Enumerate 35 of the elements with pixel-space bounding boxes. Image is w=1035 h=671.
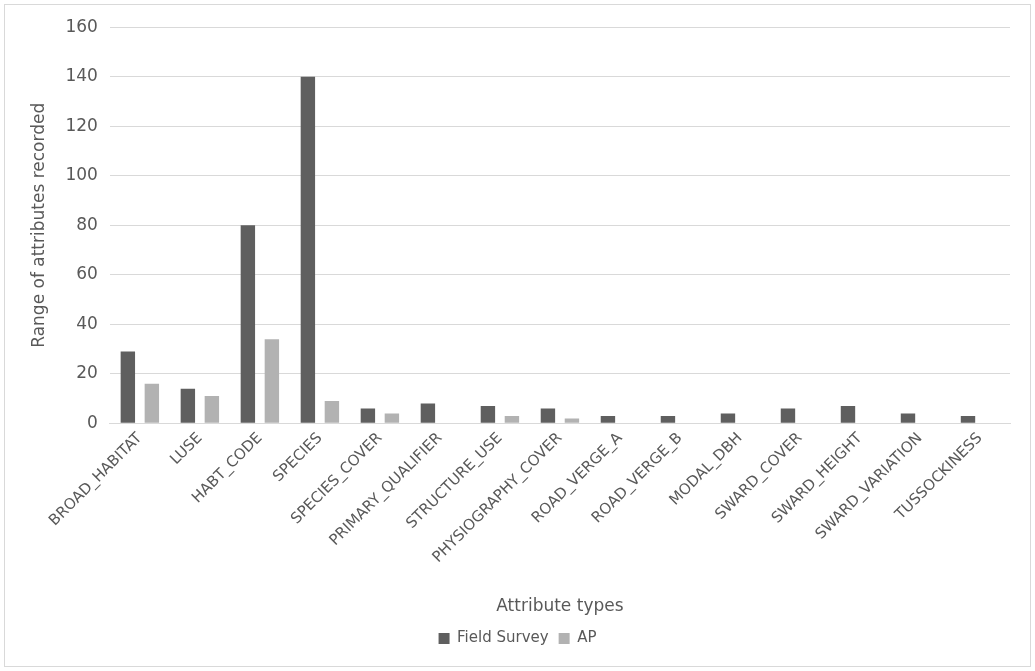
y-tick-label: 80	[76, 213, 98, 234]
y-tick-label: 0	[87, 411, 98, 432]
bar	[240, 225, 256, 423]
bar	[420, 403, 436, 423]
bar	[564, 418, 580, 423]
y-tick-label: 100	[65, 164, 98, 185]
y-axis-title: Range of attributes recorded	[27, 102, 48, 348]
bar	[480, 406, 496, 423]
bar	[264, 339, 280, 423]
bar	[960, 415, 976, 423]
bar	[660, 415, 676, 423]
bar	[204, 396, 220, 423]
bar	[180, 388, 196, 423]
y-tick-label: 160	[65, 15, 98, 36]
bar	[504, 415, 520, 423]
bar	[780, 408, 796, 423]
legend-label: Field Survey	[457, 628, 549, 647]
legend-label: AP	[577, 628, 597, 647]
y-tick-label: 120	[65, 114, 98, 135]
y-tick-label: 20	[76, 362, 98, 383]
y-tick-label: 40	[76, 312, 98, 333]
bar	[324, 401, 340, 423]
bar	[600, 415, 616, 423]
bar	[120, 351, 136, 423]
bar	[300, 76, 316, 423]
bar	[144, 383, 160, 423]
x-axis-title: Attribute types	[496, 595, 624, 616]
bar	[360, 408, 376, 423]
bar	[384, 413, 400, 423]
y-tick-label: 60	[76, 263, 98, 284]
y-tick-label: 140	[65, 65, 98, 86]
bar	[900, 413, 916, 423]
bar	[840, 406, 856, 423]
bar	[540, 408, 556, 423]
bar	[720, 413, 736, 423]
